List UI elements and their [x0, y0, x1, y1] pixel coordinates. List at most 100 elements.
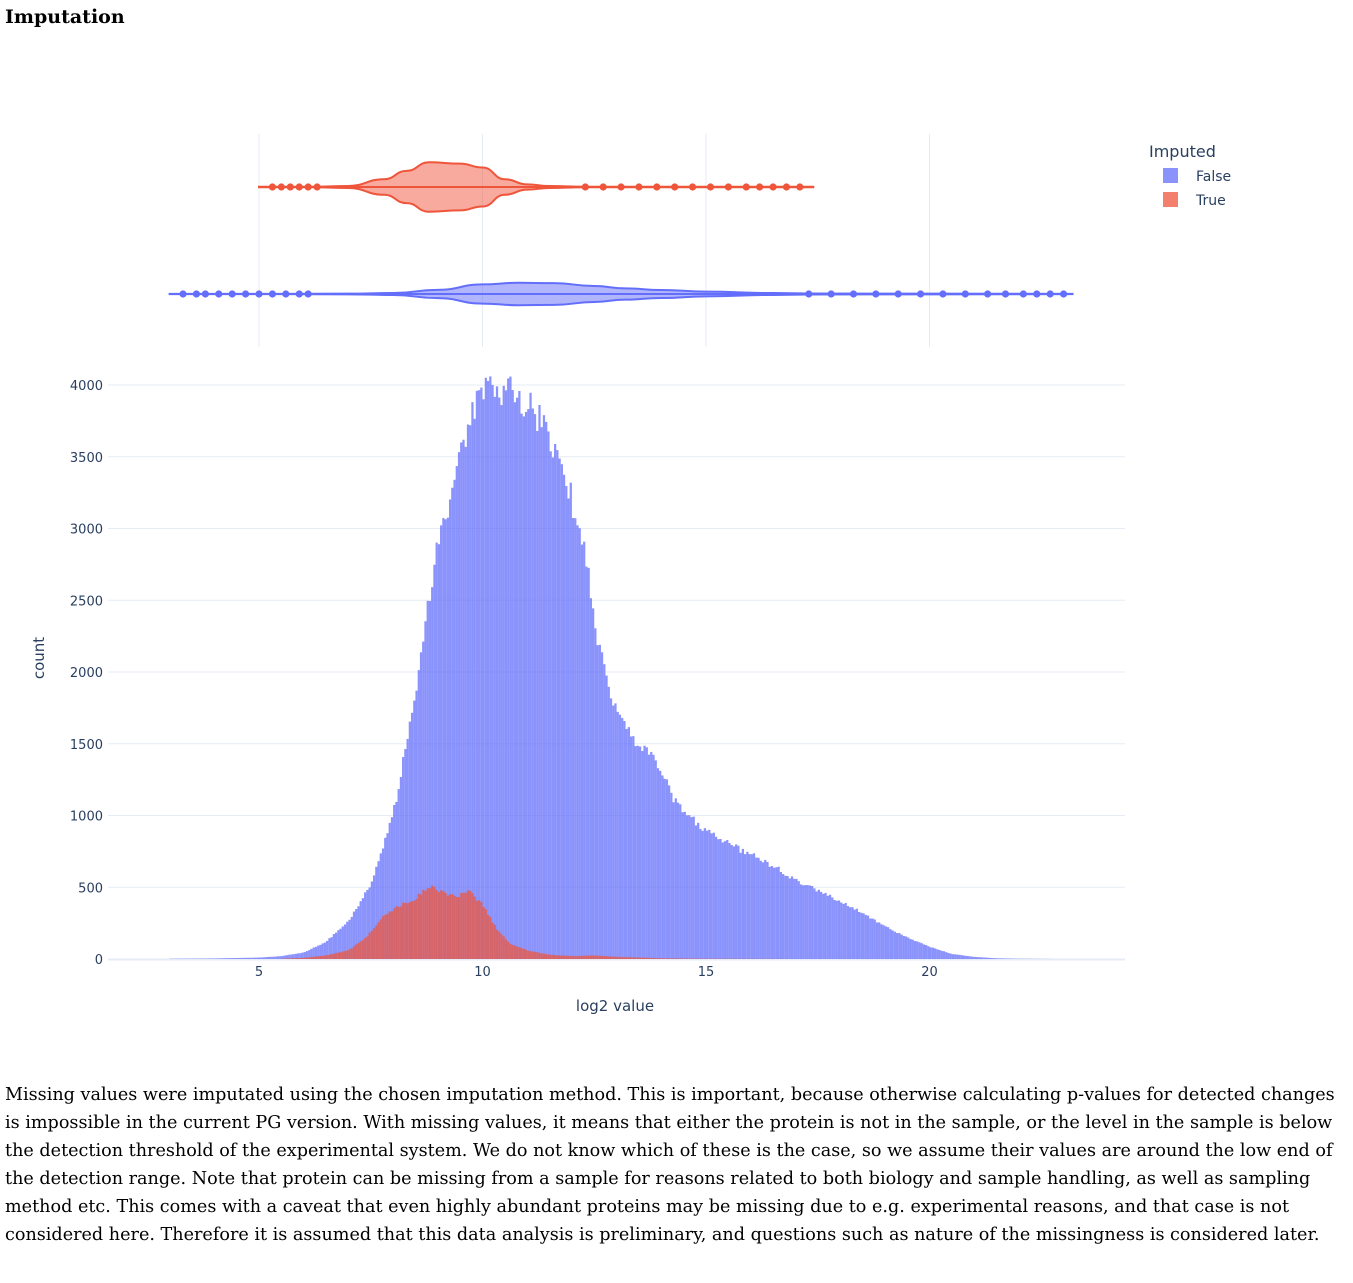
- histogram-bar-false: [444, 519, 447, 959]
- histogram-bar-false: [831, 897, 834, 959]
- histogram-bar-false: [317, 945, 320, 959]
- histogram-bar-false: [994, 958, 997, 959]
- histogram-bar-true: [645, 957, 648, 959]
- histogram-bar-false: [811, 886, 814, 959]
- histogram-bar-false: [305, 951, 309, 959]
- x-axis-title: log2 value: [576, 997, 654, 1015]
- section-title: Imputation: [5, 6, 125, 28]
- histogram-bar-true: [652, 958, 655, 959]
- histogram-bar-false: [788, 878, 791, 959]
- histogram-bar-false: [971, 956, 975, 959]
- violin-outlier-point: [295, 290, 303, 298]
- histogram-bar-false: [920, 943, 923, 959]
- histogram-bar-false: [466, 424, 470, 959]
- histogram-bar-false: [263, 957, 266, 959]
- histogram-bar-false: [574, 518, 577, 959]
- histogram-bar-false: [484, 377, 487, 960]
- histogram-bar-true: [372, 928, 376, 959]
- histogram-bar-false: [976, 957, 979, 959]
- histogram-bar-false: [992, 958, 995, 959]
- histogram-bar-false: [482, 399, 485, 959]
- histogram-bar-false: [471, 402, 474, 960]
- legend-item-false[interactable]: False: [1163, 168, 1231, 185]
- histogram-bar-false: [314, 946, 318, 959]
- histogram-bar-false: [963, 955, 966, 959]
- histogram-bar-true: [375, 925, 378, 959]
- histogram-bar-false: [551, 457, 555, 959]
- histogram-bar-false: [933, 948, 937, 959]
- histogram-bar-false: [462, 439, 465, 959]
- histogram-bar-false: [600, 652, 604, 959]
- histogram-bar-true: [299, 957, 302, 959]
- histogram-bar-true: [587, 955, 590, 959]
- histogram-bar-true: [377, 922, 380, 959]
- histogram-bar-false: [495, 386, 499, 960]
- histogram-bar-false: [987, 957, 990, 959]
- histogram-bar-true: [482, 907, 485, 959]
- histogram-bar-true: [357, 943, 360, 959]
- histogram-bar-true: [627, 957, 631, 959]
- histogram-bar-false: [989, 957, 993, 959]
- histogram-bar-true: [457, 897, 461, 959]
- histogram-bar-true: [431, 885, 434, 959]
- histogram-bar-false: [746, 851, 749, 959]
- violin-outlier-point: [671, 183, 679, 191]
- histogram-bar-false: [455, 466, 458, 959]
- histogram-bar-false: [878, 922, 881, 959]
- histogram-bar-true: [585, 955, 588, 959]
- histogram-bar-true: [317, 956, 320, 959]
- histogram-bar-true: [326, 955, 329, 959]
- histogram-bar-true: [625, 957, 628, 959]
- histogram-bar-true: [399, 906, 403, 959]
- histogram-bar-false: [849, 907, 852, 959]
- histogram-bar-false: [451, 487, 454, 959]
- histogram-bar-false: [265, 957, 268, 959]
- histogram-bar-false: [938, 949, 941, 959]
- histogram-bar-false: [674, 798, 677, 959]
- histogram-bar-true: [661, 958, 664, 959]
- histogram-bar-false: [580, 544, 584, 959]
- histogram-bar-true: [471, 892, 474, 959]
- violin-outlier-point: [894, 290, 902, 298]
- violin-outlier-point: [1060, 290, 1068, 298]
- legend-item-true[interactable]: True: [1163, 192, 1226, 209]
- histogram-bar-true: [480, 902, 483, 959]
- histogram-bar-false: [603, 664, 606, 959]
- histogram-bar-false: [855, 908, 858, 959]
- legend[interactable]: Imputed False True: [1149, 142, 1231, 209]
- histogram-bar-false: [375, 866, 378, 959]
- histogram-bar-false: [779, 871, 782, 959]
- histogram-bar-false: [634, 746, 637, 959]
- histogram-bar-false: [250, 957, 253, 959]
- histogram-bar-false: [819, 891, 823, 959]
- histogram-bar-true: [395, 906, 398, 959]
- histogram-bar-true: [650, 957, 653, 959]
- histogram-bar-false: [656, 768, 660, 959]
- violin-outlier-point: [849, 290, 858, 298]
- violin-outlier-point: [1001, 290, 1010, 298]
- legend-label-false: False: [1196, 169, 1231, 185]
- histogram-bar-false: [621, 717, 624, 959]
- histogram-bar-false: [379, 853, 382, 959]
- histogram-bar-false: [618, 714, 622, 959]
- histogram-bar-false: [824, 892, 827, 959]
- histogram-bar-true: [350, 948, 353, 959]
- histogram-bar-true: [466, 890, 470, 959]
- histogram-bar-false: [384, 837, 387, 959]
- histogram-bar-true: [413, 900, 416, 959]
- histogram-bar-false: [813, 888, 816, 959]
- imputation-figure[interactable]: 5 10 15 20 0 500 1000 1500 2000 2500 3000 3500 4000…: [0, 0, 1353, 1050]
- histogram-bar-false: [571, 517, 575, 959]
- histogram-bar-false: [404, 749, 407, 959]
- histogram-bar-false: [350, 916, 353, 959]
- histogram-bar-false: [426, 600, 429, 959]
- histogram-bar-false: [672, 802, 675, 959]
- histogram-bar-false: [1005, 958, 1008, 959]
- histogram-bar-true: [641, 957, 644, 959]
- histogram-bar-false: [822, 893, 825, 959]
- histogram-bar-false: [587, 567, 590, 959]
- histogram-bar-false: [225, 958, 228, 959]
- histogram-bar-true: [551, 954, 555, 959]
- histogram-bar-false: [828, 894, 832, 959]
- violin-false: [168, 281, 1074, 307]
